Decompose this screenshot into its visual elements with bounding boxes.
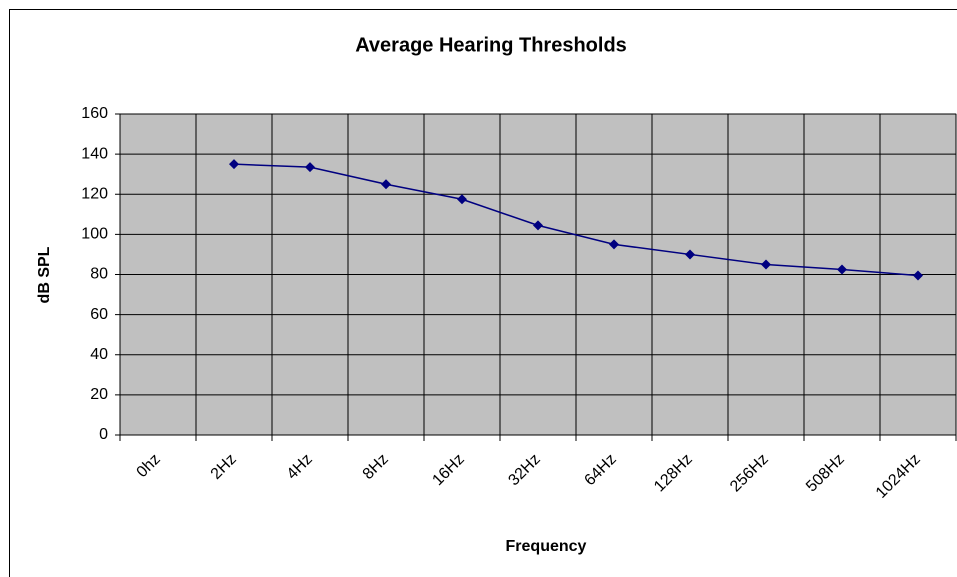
- y-tick-label: 80: [90, 266, 108, 283]
- data-marker: [761, 259, 771, 270]
- data-marker: [229, 159, 239, 170]
- y-tick-label: 100: [81, 226, 108, 243]
- data-marker: [533, 220, 543, 231]
- y-tick-label: 20: [90, 386, 108, 403]
- y-tick-label: 160: [81, 105, 108, 122]
- data-marker: [381, 179, 391, 190]
- data-marker: [305, 162, 315, 173]
- x-axis-label: Frequency: [506, 538, 587, 555]
- y-axis-label: dB SPL: [36, 246, 53, 303]
- data-marker: [837, 264, 847, 275]
- data-marker: [609, 239, 619, 250]
- data-marker: [913, 270, 923, 281]
- chart-title: Average Hearing Thresholds: [355, 34, 627, 56]
- y-tick-label: 60: [90, 306, 108, 323]
- data-marker: [685, 249, 695, 260]
- data-marker: [457, 194, 467, 205]
- y-tick-label: 120: [81, 185, 108, 202]
- y-tick-label: 40: [90, 346, 108, 363]
- y-tick-label: 140: [81, 145, 108, 162]
- y-tick-label: 0: [99, 426, 108, 443]
- data-line: [233, 163, 919, 277]
